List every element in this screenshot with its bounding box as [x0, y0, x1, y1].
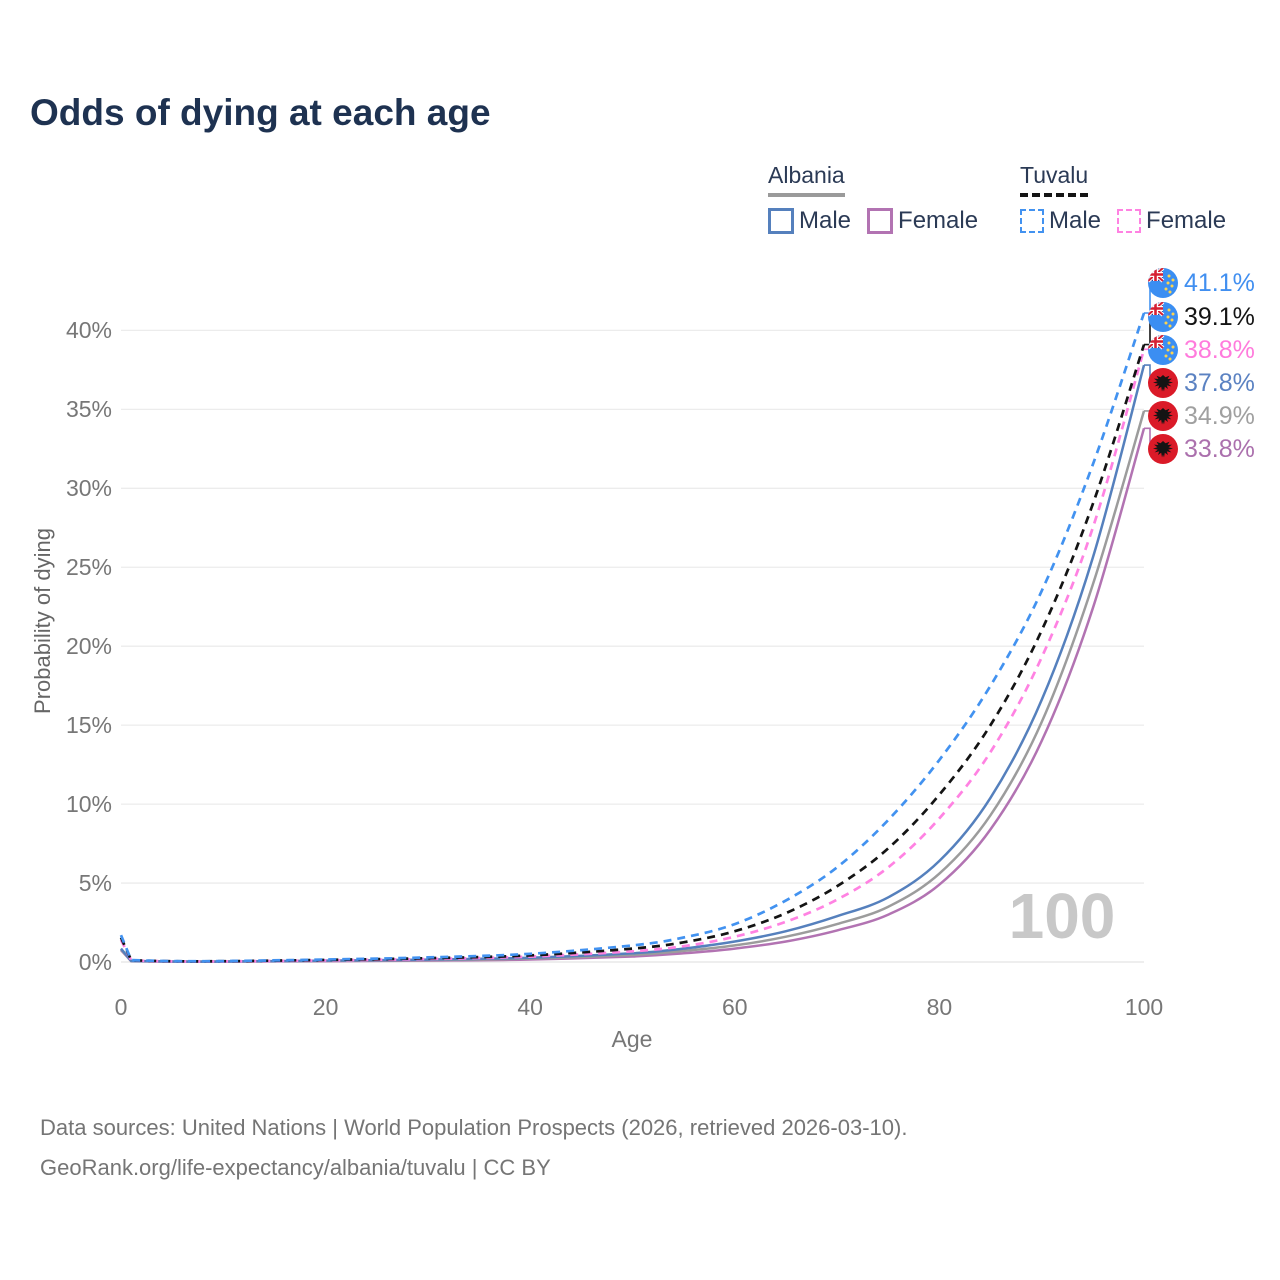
legend-group-albania: Albania Male Female [768, 162, 978, 235]
footer-attribution: Data sources: United Nations | World Pop… [40, 1108, 907, 1188]
y-tick-label: 5% [78, 870, 112, 897]
y-tick-label: 40% [65, 317, 112, 344]
end-label-value: 39.1% [1184, 302, 1255, 331]
albania-flag-icon [1148, 401, 1178, 431]
end-label-value: 41.1% [1184, 268, 1255, 297]
x-tick-label: 0 [114, 994, 128, 1020]
x-tick-label: 60 [722, 994, 748, 1020]
tuvalu-flag-icon [1148, 335, 1178, 365]
series-line-tuvalu[interactable] [119, 344, 1146, 963]
albania-male-swatch-icon [768, 208, 794, 234]
y-tick-label: 15% [65, 712, 112, 739]
tuvalu-male-swatch-icon [1020, 209, 1044, 233]
y-axis-title: Probability of dying [30, 528, 55, 714]
series-line-albania[interactable] [120, 410, 1146, 963]
y-tick-label: 30% [65, 475, 112, 502]
y-tick-label: 25% [65, 554, 112, 581]
x-tick-label: 40 [517, 994, 543, 1020]
x-tick-label: 20 [312, 994, 339, 1020]
end-label-tuvalu[interactable]: 39.1% [1148, 301, 1255, 333]
end-label-tuvalu-male[interactable]: 41.1% [1148, 267, 1255, 299]
series-line-tuvalu-male[interactable] [119, 312, 1146, 963]
albania-flag-icon [1148, 368, 1178, 398]
legend-label: Female [898, 207, 979, 234]
legend-group-tuvalu: Tuvalu Male Female [1020, 162, 1226, 235]
legend-item-albania-male[interactable]: Male [768, 207, 851, 235]
end-label-value: 37.8% [1184, 368, 1255, 397]
data-sources-line: Data sources: United Nations | World Pop… [40, 1115, 908, 1140]
legend-item-albania-female[interactable]: Female [867, 207, 978, 235]
end-label-albania-female[interactable]: 33.8% [1148, 433, 1255, 465]
series-line-tuvalu-female[interactable] [119, 348, 1146, 963]
y-tick-label: 10% [65, 791, 112, 818]
legend-label: Male [799, 207, 852, 234]
end-label-value: 33.8% [1184, 434, 1255, 463]
x-tick-label: 100 [1124, 994, 1164, 1020]
y-tick-label: 20% [65, 633, 112, 660]
series-line-albania-male[interactable] [120, 364, 1146, 963]
end-label-tuvalu-female[interactable]: 38.8% [1148, 334, 1255, 366]
x-axis-title: Age [611, 1026, 653, 1052]
legend-item-tuvalu-female[interactable]: Female [1117, 207, 1226, 235]
albania-female-swatch-icon [867, 208, 894, 234]
legend-country-albania[interactable]: Albania [768, 162, 845, 197]
tuvalu-female-swatch-icon [1117, 209, 1142, 233]
tuvalu-flag-icon [1148, 302, 1178, 332]
albania-flag-icon [1148, 434, 1178, 464]
age-watermark: 100 [1009, 880, 1116, 952]
end-label-albania[interactable]: 34.9% [1148, 400, 1255, 432]
legend-label: Male [1049, 207, 1102, 234]
y-tick-label: 35% [65, 396, 112, 423]
y-tick-label: 0% [78, 949, 112, 975]
tuvalu-flag-icon [1148, 268, 1178, 298]
end-label-value: 38.8% [1184, 335, 1255, 364]
series-line-albania-female[interactable] [120, 427, 1146, 964]
x-tick-label: 80 [926, 994, 953, 1020]
source-url-line: GeoRank.org/life-expectancy/albania/tuva… [40, 1155, 551, 1180]
end-label-albania-male[interactable]: 37.8% [1148, 367, 1255, 399]
end-label-value: 34.9% [1184, 401, 1255, 430]
legend-label: Female [1146, 207, 1227, 234]
legend-country-tuvalu[interactable]: Tuvalu [1020, 162, 1089, 197]
chart-title: Odds of dying at each age [30, 92, 491, 133]
legend-item-tuvalu-male[interactable]: Male [1020, 207, 1101, 235]
